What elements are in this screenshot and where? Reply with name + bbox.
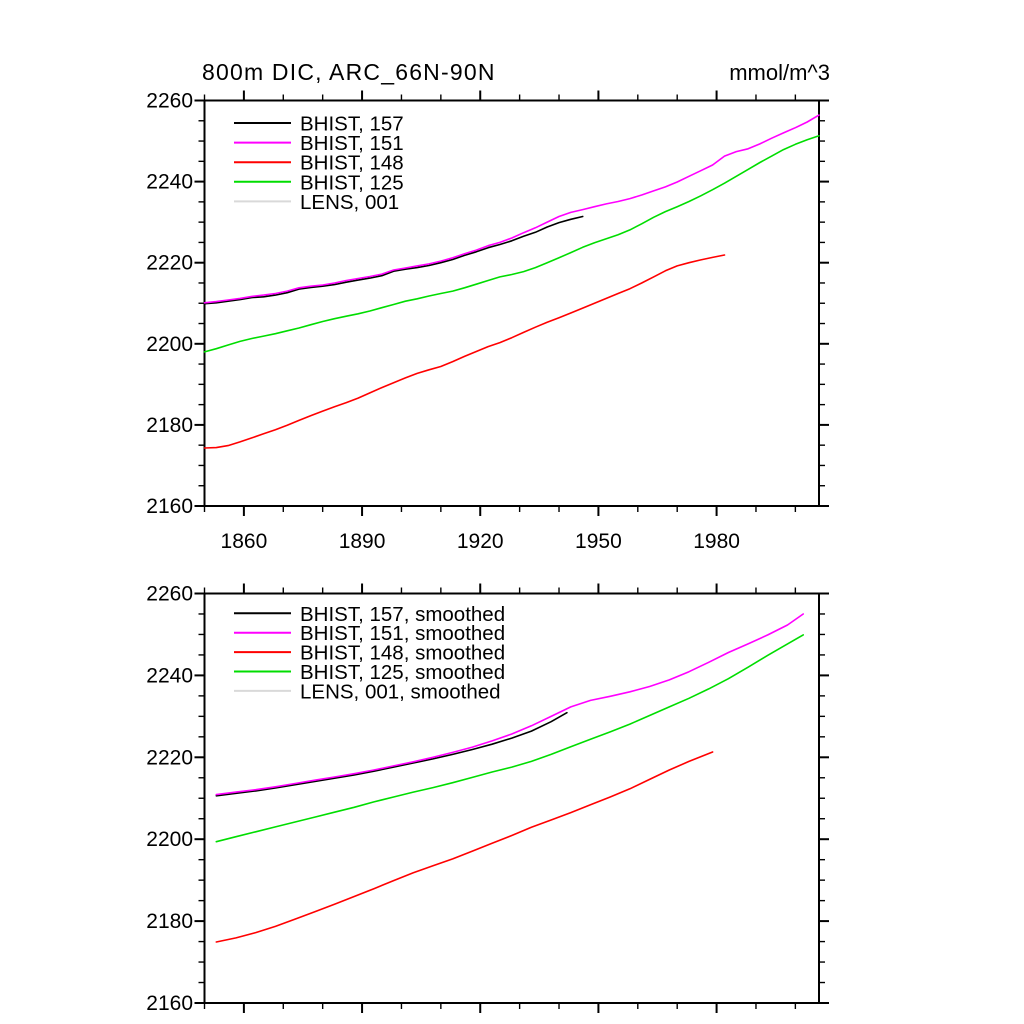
legend-item-label: BHIST, 151, smoothed [300,622,505,645]
y-tick-label: 2220 [146,746,193,769]
y-tick-label: 2160 [146,992,193,1015]
x-tick-label: 1890 [339,530,386,553]
y-tick-label: 2180 [146,910,193,933]
x-tick-label: 1920 [457,530,504,553]
series-line-bhist-125 [203,135,820,353]
series-line-bhist-125-smoothed [215,634,805,843]
x-tick-label: 1860 [221,530,268,553]
y-tick-label: 2240 [146,664,193,687]
legend-item-label: BHIST, 125 [300,171,404,194]
legend-item-label: BHIST, 148, smoothed [300,642,505,665]
series-line-bhist-148-smoothed [215,751,714,943]
y-tick-label: 2220 [146,252,193,275]
chart-title: 800m DIC, ARC_66N-90N [202,59,496,85]
series-line-bhist-157-smoothed [215,711,568,797]
y-tick-label: 2200 [146,333,193,356]
legend-item-label: BHIST, 151 [300,132,404,155]
x-tick-label: 1950 [575,530,622,553]
series-line-bhist-148 [203,254,726,449]
legend-item-label: BHIST, 125, smoothed [300,661,505,684]
series-line-bhist-151 [203,114,820,304]
legend-item-label: BHIST, 148 [300,152,404,175]
y-tick-label: 2200 [146,828,193,851]
legend-item-label: LENS, 001, smoothed [300,680,501,703]
y-tick-label: 2180 [146,414,193,437]
plot-frame [203,592,820,1004]
series-line-bhist-151-smoothed [215,613,805,796]
plot-frame [203,99,820,507]
y-tick-label: 2260 [146,90,193,113]
y-tick-label: 2260 [146,583,193,606]
legend-item-label: LENS, 001 [300,191,399,214]
series-line-bhist-157 [203,215,584,305]
legend-item-label: BHIST, 157, smoothed [300,603,505,626]
top-chart: 1860 1890 1920 1950 1980 2160 2180 2200 2220 2240… [146,90,829,553]
y-tick-label: 2240 [146,171,193,194]
y-tick-label: 2160 [146,495,193,518]
x-tick-label: 1980 [693,530,740,553]
bottom-chart: 2160 2180 2200 2220 2240 2260 BHIST, 157, smoo… [146,583,829,1015]
legend-item-label: BHIST, 157 [300,113,404,136]
units-label: mmol/m^3 [729,60,830,85]
